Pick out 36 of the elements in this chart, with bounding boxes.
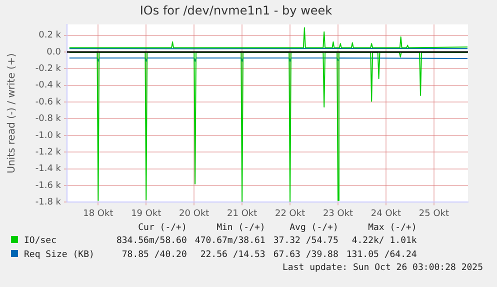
y-tick-label: -0.6 k [35,97,62,108]
text: 131.05 /64.24 [345,249,418,262]
x-tick-label: 22 Okt [274,208,306,219]
text: 4.22k/ 1.01k [350,235,418,248]
y-tick-label: 0.0 [46,47,62,58]
text: Min (-/+) [216,222,266,234]
text: 470.67m/38.61 [194,235,266,248]
x-tick-label: 25 Okt [418,208,450,219]
text: Max (-/+) [367,222,418,234]
chart-title: IOs for /dev/nvme1n1 - by week [140,3,332,18]
y-tick-label: -1.6 k [35,180,62,191]
text: 834.56m/58.60 [115,235,188,248]
y-tick-label: -1.2 k [35,147,62,158]
x-tick-label: 23 Okt [322,208,354,219]
x-tick-label: 18 Okt [83,208,114,219]
text: Last update: Sun Oct 26 03:00:28 2025 [282,262,484,274]
y-tick-label: 0.2 k [38,30,62,41]
text: Avg (-/+) [288,222,340,234]
x-tick-label: 21 Okt [227,208,258,219]
legend-label: IO/sec [23,235,58,248]
y-tick-label: -0.4 k [35,80,62,91]
legend-label: Req Size (KB) [23,249,96,262]
y-axis-title: Units read (-) / write (+) [6,53,18,174]
text: 22.56 /14.53 [199,249,266,262]
text: 78.85 /40.20 [120,249,188,262]
y-tick-label: -0.8 k [35,114,62,124]
y-tick-label: -1.4 k [35,164,62,174]
x-tick-label: 19 Okt [131,208,162,219]
y-tick-label: -1.0 k [35,130,62,141]
x-tick-label: 20 Okt [179,208,210,219]
text: Cur (-/+) [137,222,188,234]
y-tick-label: -0.2 k [35,64,62,74]
text: 67.63 /39.88 [272,249,340,262]
x-tick-label: 24 Okt [370,208,402,219]
text: 37.32 /54.75 [272,235,340,248]
y-tick-label: -1.8 k [35,198,62,208]
